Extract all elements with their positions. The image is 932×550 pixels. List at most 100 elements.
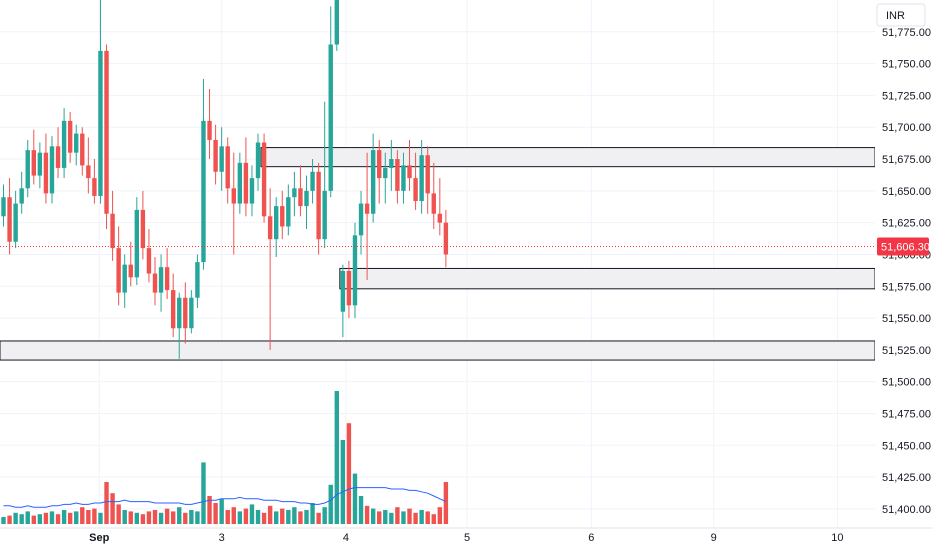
time-tick-label: 9 [711,532,717,544]
candle-body [140,209,146,249]
candle-body [443,222,449,255]
candle-body [7,197,12,242]
candle-body [431,193,436,214]
candle-body [334,0,339,45]
candle-body [280,206,285,227]
time-tick-label: 4 [343,532,349,544]
currency-badge[interactable]: INR [876,3,926,27]
volume-bar [19,514,24,524]
volume-bar [286,510,291,524]
volume-bar [92,508,97,524]
candle-body [231,188,236,204]
volume-bar [80,507,85,524]
candle-body [377,150,382,179]
volume-bar [31,515,36,524]
candle-body [310,171,315,191]
candle-body [274,206,279,240]
volume-bar [7,515,12,524]
zone-box [0,340,876,361]
candle-body [219,146,224,172]
volume-bar [110,493,115,524]
candle-body [74,133,79,153]
candle-body [25,150,30,189]
volume-bar [261,512,267,524]
volume-bar [255,510,261,524]
volume-bar [67,512,73,524]
volume-bar [116,504,121,524]
candle-body [261,142,267,217]
candle-body [383,167,388,179]
price-tick-label: 51,775.00 [882,27,931,39]
candle-body [195,262,200,298]
volume-bar [364,505,370,524]
volume-bar [158,512,164,524]
volume-bar [213,503,218,524]
candle-body [243,162,249,204]
candle-body [128,264,133,278]
candle-body [292,188,297,198]
volume-bar [383,510,388,524]
volume-bar [201,462,206,524]
price-axis[interactable]: 51,775.00 51,750.00 51,725.00 51,700.00 51,6… [882,27,931,516]
volume-bar [13,512,18,524]
candle-body [267,216,273,240]
volume-bar [310,503,315,524]
volume-bar [237,511,243,524]
candle-body [419,155,424,202]
volume-bar [61,510,67,524]
candle-body [80,133,85,166]
volume-bar [352,473,358,524]
candle-body [413,178,418,202]
time-tick-label: 10 [831,532,843,544]
price-tick-label: 51,575.00 [882,281,931,293]
currency-label: INR [886,10,905,22]
candle-body [237,162,243,204]
last-price-label: 51,606.30 [881,241,930,253]
candle-body [425,155,430,194]
candle-body [201,120,206,263]
price-tick-label: 51,725.00 [882,90,931,102]
volume-bar [407,508,412,524]
candle-body [67,120,73,153]
volume-bar [189,510,194,524]
volume-bar [170,511,176,524]
candle-body [370,150,376,214]
candle-body [183,297,188,329]
candle-body [407,165,412,179]
volume-bar [207,496,212,524]
price-tick-label: 51,450.00 [882,440,931,452]
candle-body [364,203,370,214]
volume-bar [164,508,170,524]
volume-bar [134,512,140,524]
candle-body [207,120,212,140]
volume-bar [177,507,182,524]
volume-bar [316,512,321,524]
time-axis[interactable]: Sep 3 4 5 6 9 10 [0,527,932,544]
candle-body [401,165,406,191]
candle-body [304,190,309,207]
volume-bar [152,510,158,524]
candle-body [249,178,255,204]
candle-body [134,209,140,278]
time-tick-label: 5 [464,532,470,544]
candle-body [328,44,333,191]
volume-bar [37,514,43,524]
price-tick-label: 51,675.00 [882,154,931,166]
volume-bar [443,482,449,524]
volume-bars [1,391,449,524]
candle-body [1,197,6,217]
candle-body [255,142,261,179]
price-tick-label: 51,400.00 [882,504,931,516]
candle-body [116,248,121,293]
volume-bar [401,511,406,524]
candle-body [213,139,218,172]
candle-body [158,267,164,293]
candle-body [170,290,176,329]
volume-bar [86,510,91,524]
volume-bar [225,510,230,524]
candle-body [61,120,67,168]
volume-bar [370,508,376,524]
price-tick-label: 51,550.00 [882,313,931,325]
volume-bar [395,507,400,524]
